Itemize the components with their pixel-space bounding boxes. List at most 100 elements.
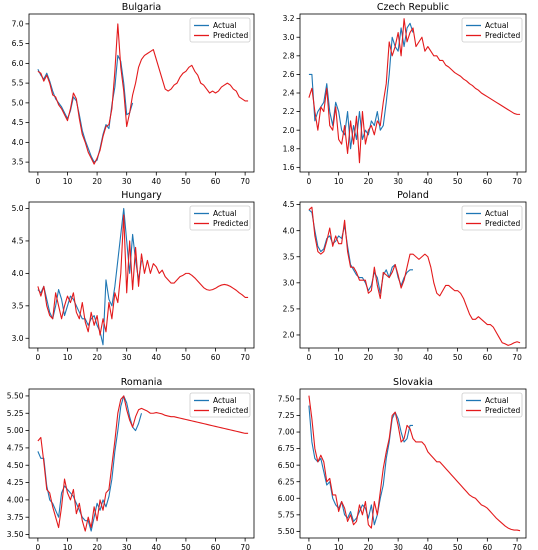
x-tick: 10 (334, 538, 344, 550)
x-tick: 10 (63, 348, 72, 362)
y-tick: 5.00 (7, 426, 29, 435)
y-tick-label: 5.75 (278, 510, 295, 519)
series-line-actual (308, 22, 414, 150)
y-tick: 4.5 (12, 118, 29, 127)
y-tick: 5.0 (12, 204, 29, 213)
x-tick: 50 (453, 172, 463, 186)
x-tick-label: 30 (393, 353, 403, 362)
x-tick-label: 0 (35, 177, 40, 186)
x-tick-label: 0 (307, 353, 312, 362)
y-tick-label: 4.0 (12, 269, 24, 278)
x-tick: 50 (181, 348, 191, 362)
x-tick-label: 30 (122, 353, 132, 362)
y-tick-label: 2.2 (283, 107, 295, 116)
x-tick: 70 (512, 538, 522, 550)
y-tick-label: 2.4 (283, 89, 295, 98)
y-tick: 4.0 (12, 269, 29, 278)
x-tick: 30 (122, 348, 132, 362)
chart-title: Hungary (121, 190, 162, 201)
y-tick-label: 4.0 (283, 226, 295, 235)
y-tick: 6.00 (278, 494, 300, 503)
x-tick: 20 (92, 538, 102, 550)
y-tick: 3.0 (283, 278, 300, 287)
series-line-predicted (308, 206, 521, 346)
y-tick-label: 2.5 (283, 304, 295, 313)
x-tick-label: 30 (122, 543, 132, 550)
y-tick-label: 3.0 (283, 33, 295, 42)
y-tick-label: 3.75 (7, 513, 24, 522)
y-tick: 6.50 (278, 461, 300, 470)
y-tick-label: 7.0 (12, 19, 24, 28)
x-tick-label: 50 (453, 353, 463, 362)
x-tick: 10 (63, 538, 72, 550)
y-tick-label: 4.5 (12, 237, 24, 246)
x-tick-label: 70 (240, 177, 250, 186)
x-tick: 40 (152, 538, 161, 550)
x-tick-label: 40 (152, 177, 162, 186)
x-tick: 50 (453, 348, 463, 362)
x-tick-label: 0 (307, 543, 312, 550)
y-tick: 5.50 (278, 527, 300, 536)
x-tick: 20 (92, 348, 102, 362)
x-tick-label: 0 (35, 543, 40, 550)
y-tick-label: 5.50 (7, 392, 24, 401)
x-tick-label: 70 (512, 543, 522, 550)
y-tick-label: 6.25 (278, 477, 295, 486)
x-tick-label: 40 (423, 177, 433, 186)
chart-title: Slovakia (393, 377, 433, 388)
axes-frame (28, 201, 255, 349)
x-tick: 70 (240, 538, 250, 550)
x-tick-label: 10 (63, 177, 73, 186)
x-tick: 70 (512, 172, 522, 186)
y-tick: 3.0 (283, 33, 300, 42)
x-tick: 60 (211, 172, 221, 186)
x-tick-label: 10 (334, 353, 344, 362)
x-tick: 0 (307, 172, 312, 186)
x-tick-label: 60 (211, 353, 221, 362)
axes-frame (28, 13, 255, 173)
y-tick: 3.50 (7, 530, 29, 539)
y-tick: 4.50 (7, 461, 29, 470)
x-tick-label: 50 (453, 543, 463, 550)
y-tick-label: 4.25 (7, 478, 24, 487)
y-tick-label: 4.50 (7, 461, 24, 470)
x-tick: 70 (240, 348, 250, 362)
axes-frame (28, 388, 255, 539)
legend-label-actual: Actual (485, 209, 509, 218)
y-tick: 7.50 (278, 395, 300, 404)
x-tick: 20 (92, 172, 102, 186)
y-tick: 2.0 (283, 126, 300, 135)
x-tick: 40 (152, 172, 162, 186)
x-tick-label: 0 (307, 177, 312, 186)
y-tick-label: 3.0 (12, 334, 24, 343)
y-tick-label: 7.50 (278, 395, 295, 404)
y-tick-label: 5.00 (7, 426, 24, 435)
x-tick-label: 60 (211, 177, 221, 186)
x-tick-label: 40 (152, 353, 162, 362)
y-tick: 4.5 (12, 237, 29, 246)
x-tick: 0 (35, 172, 40, 186)
series-line-predicted (308, 395, 521, 532)
x-tick: 50 (453, 538, 463, 550)
y-tick-label: 3.5 (12, 301, 24, 310)
y-tick-label: 4.5 (12, 118, 24, 127)
chart-panel-slovakia: Slovakia 0 10 20 30 40 50 60 70 5.50 5.75 6.00 6.25 6… (278, 377, 527, 550)
y-tick: 2.5 (283, 304, 300, 313)
x-tick: 0 (307, 348, 312, 362)
y-tick: 4.00 (7, 495, 29, 504)
y-tick: 7.00 (278, 428, 300, 437)
y-tick-label: 3.5 (283, 252, 295, 261)
y-tick-label: 1.8 (283, 144, 295, 153)
x-tick-label: 60 (483, 177, 493, 186)
legend-label-predicted: Predicted (213, 406, 248, 415)
y-tick: 3.2 (283, 14, 300, 23)
y-tick-label: 6.0 (12, 59, 24, 68)
y-tick-label: 2.6 (283, 70, 295, 79)
chart-panel-bulgaria: Bulgaria 0 10 20 30 40 50 60 70 3.5 4.0 4.5 5.0 5.5 6.… (12, 2, 255, 186)
x-tick: 20 (364, 538, 373, 550)
x-tick-label: 20 (92, 353, 102, 362)
legend-label-predicted: Predicted (213, 31, 248, 40)
